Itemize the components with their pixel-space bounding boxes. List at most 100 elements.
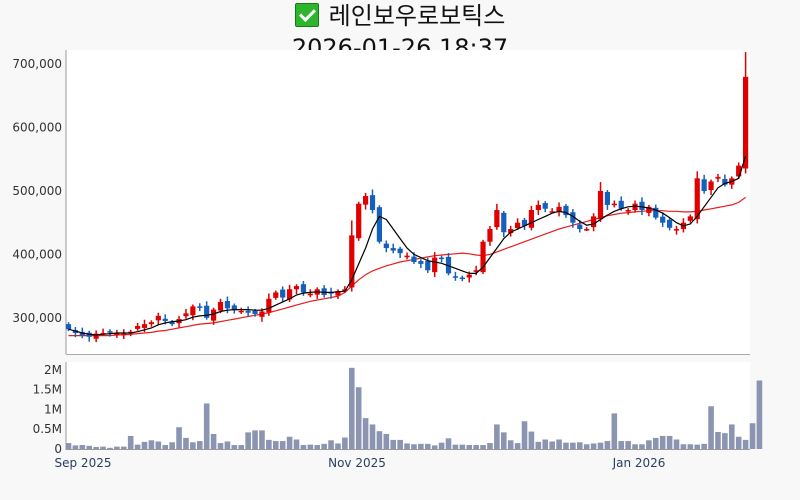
price-tick-label: 700,000 — [12, 57, 62, 71]
volume-bar — [196, 441, 203, 449]
candle-down — [376, 207, 383, 242]
volume-bar — [445, 438, 452, 449]
volume-bar — [680, 444, 687, 449]
volume-bar — [252, 430, 258, 449]
candle-up — [432, 257, 438, 273]
candle-down — [280, 289, 286, 298]
candle-up — [155, 315, 161, 321]
volume-bar — [279, 441, 286, 449]
candle-up — [210, 309, 217, 321]
volume-bar — [148, 440, 155, 449]
volume-bar — [756, 380, 763, 449]
volume-bar — [625, 441, 631, 449]
volume-bar — [583, 444, 590, 449]
volume-bar — [155, 441, 162, 449]
volume-bar — [127, 435, 134, 449]
candle-down — [397, 248, 403, 254]
volume-bar — [404, 443, 410, 449]
candle-up — [273, 292, 279, 298]
candle-down — [639, 201, 645, 211]
volume-bar — [535, 441, 542, 449]
candle-down — [390, 248, 396, 251]
candle-down — [521, 219, 528, 226]
volume-bar — [715, 431, 721, 449]
volume-bar — [500, 432, 507, 449]
volume-bar — [390, 439, 397, 449]
candle-up — [356, 203, 362, 239]
candle-down — [618, 200, 624, 209]
volume-bar — [141, 441, 148, 449]
volume-bar — [355, 387, 362, 449]
candle-up — [625, 210, 631, 212]
candle-down — [383, 243, 389, 249]
volume-bar — [100, 446, 106, 449]
volume-bar — [507, 440, 514, 449]
price-tick-label: 500,000 — [12, 184, 62, 198]
volume-bar — [369, 424, 376, 449]
candle-down — [425, 261, 431, 271]
candle-up — [736, 165, 742, 177]
volume-bar — [521, 421, 528, 449]
volume-bar — [348, 367, 355, 449]
volume-bar — [673, 439, 680, 449]
volume-bar — [666, 435, 673, 449]
candle-up — [466, 274, 472, 278]
volume-bar — [335, 443, 341, 449]
candle-up — [549, 211, 555, 213]
candle-up — [590, 216, 597, 228]
volume-bar — [411, 444, 417, 449]
candle-up — [487, 229, 493, 242]
volume-bar — [590, 443, 597, 449]
candle-up — [494, 210, 500, 228]
volume-bars — [65, 367, 763, 449]
candle-down — [604, 191, 611, 205]
volume-tick-label: 0.5M — [33, 422, 62, 436]
x-tick-label: Sep 2025 — [55, 456, 112, 470]
volume-bar — [245, 432, 251, 449]
volume-bar — [452, 444, 459, 449]
candle-up — [93, 333, 99, 339]
candle-down — [162, 318, 168, 321]
candle-down — [701, 179, 707, 191]
volume-bar — [618, 441, 625, 449]
candle-up — [694, 178, 700, 220]
candle-up — [141, 324, 148, 328]
candle-down — [79, 332, 85, 336]
candle-down — [501, 212, 507, 233]
volume-bar — [652, 437, 659, 449]
candle-down — [452, 276, 459, 278]
price-tick-label: 400,000 — [12, 247, 62, 261]
volume-bar — [272, 441, 279, 449]
candle-down — [65, 324, 72, 330]
candle-down — [459, 277, 465, 280]
check-mark-icon — [294, 3, 319, 27]
volume-bar — [93, 447, 99, 449]
volume-bar — [217, 443, 224, 449]
candle-up — [349, 235, 355, 288]
volume-bar — [563, 442, 569, 449]
x-axis: Sep 2025 Nov 2025 Jan 2026 — [55, 456, 666, 470]
volume-bar — [266, 439, 272, 449]
candle-up — [307, 293, 313, 296]
candle-up — [121, 333, 127, 336]
volume-bar — [383, 433, 390, 449]
candle-up — [293, 286, 300, 290]
volume-bar — [728, 424, 735, 449]
candle-up — [632, 203, 638, 211]
volume-bar — [576, 442, 583, 449]
volume-bar — [210, 433, 217, 449]
candle-down — [245, 310, 251, 313]
volume-bar — [224, 441, 231, 449]
volume-plot-area — [66, 362, 750, 450]
volume-bar — [687, 444, 694, 449]
candle-up — [183, 313, 189, 317]
candle-up — [597, 191, 604, 220]
volume-bar — [397, 439, 403, 449]
volume-bar — [286, 436, 293, 449]
candle-up — [266, 298, 272, 313]
volume-bar — [79, 445, 86, 449]
candle-down — [300, 284, 307, 293]
volume-bar — [120, 446, 127, 449]
candle-up — [480, 241, 486, 273]
